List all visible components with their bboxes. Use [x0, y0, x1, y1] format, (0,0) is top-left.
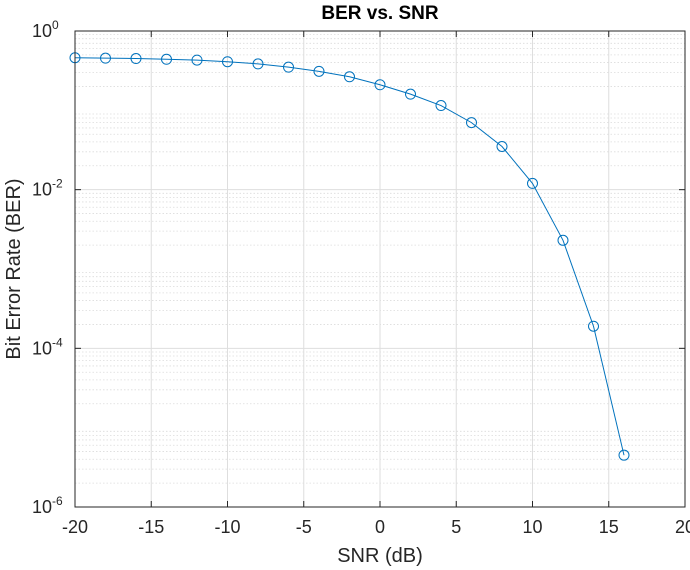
data-point-marker — [130, 53, 142, 65]
x-tick-label: -20 — [62, 517, 88, 537]
data-point-marker — [283, 61, 294, 73]
data-point-marker — [222, 56, 233, 68]
x-tick-label: 0 — [375, 517, 385, 537]
chart-title: BER vs. SNR — [321, 3, 438, 24]
x-axis-ticks: -20 -15 -10 -5 0 5 10 15 20 — [62, 31, 690, 537]
x-tick-label: 15 — [599, 517, 619, 537]
y-tick-label: 10-6 — [32, 494, 63, 517]
data-point-marker — [618, 449, 630, 461]
y-tick-label: 10-4 — [32, 335, 63, 358]
data-point-marker — [100, 52, 111, 64]
ber-series — [69, 52, 630, 461]
y-tick-label: 10-2 — [32, 177, 63, 200]
data-point-marker — [496, 141, 508, 153]
x-tick-label: 20 — [675, 517, 690, 537]
data-point-marker — [191, 54, 203, 66]
data-point-marker — [405, 88, 416, 100]
x-tick-label: -15 — [138, 517, 164, 537]
x-tick-label: -5 — [296, 517, 312, 537]
data-point-marker — [313, 65, 325, 77]
data-point-marker — [161, 53, 172, 65]
data-point-marker — [557, 234, 569, 246]
y-axis-label: Bit Error Rate (BER) — [3, 178, 25, 359]
y-axis-ticks: 10-6 10-4 10-2 100 — [32, 18, 685, 517]
data-point-marker — [527, 177, 538, 189]
series-line — [74, 57, 625, 456]
data-point-marker — [466, 117, 477, 129]
data-point-marker — [588, 320, 599, 332]
data-point-marker — [344, 71, 355, 83]
data-point-marker — [435, 100, 447, 112]
x-tick-label: 5 — [451, 517, 461, 537]
x-tick-label: 10 — [522, 517, 542, 537]
x-tick-label: -10 — [214, 517, 240, 537]
data-point-marker — [374, 79, 386, 91]
data-point-marker — [252, 58, 264, 70]
y-tick-label: 100 — [32, 18, 59, 41]
x-axis-label: SNR (dB) — [337, 545, 423, 567]
